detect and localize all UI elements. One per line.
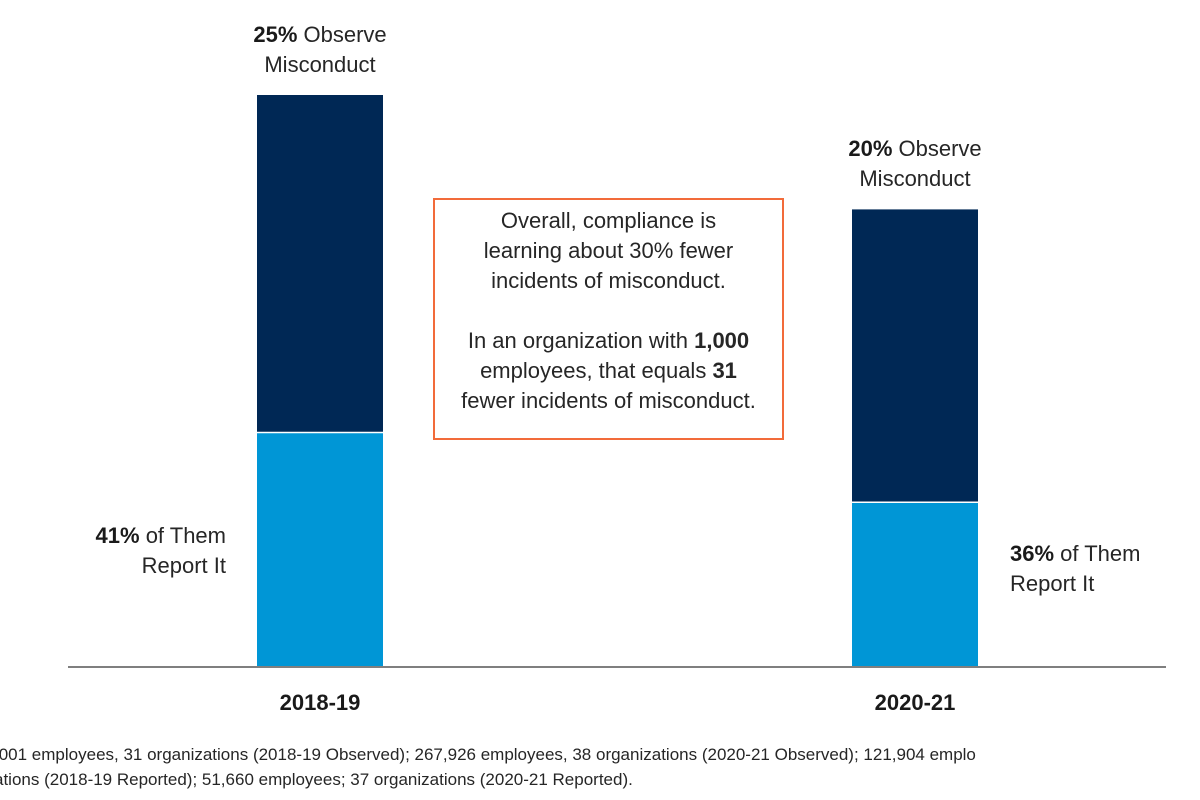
callout-line-6: fewer incidents of misconduct. <box>461 388 756 413</box>
callout-line-4-text: In an organization with <box>467 328 695 353</box>
callout-paragraph-1: Overall, compliance is learning about 30… <box>435 206 782 296</box>
footnote-line-1: ,001 employees, 31 organizations (2018-1… <box>0 745 976 764</box>
callout-employees-count: 1,000 <box>694 328 750 353</box>
observed-pct-2018-19: 25% <box>253 22 298 47</box>
reported-label-2020-21: 36% of Them Report It <box>1010 539 1200 599</box>
reported-label-2018-19: 41% of Them Report It <box>40 521 226 581</box>
observed-label-2020-21: 20% Observe Misconduct <box>815 134 1015 194</box>
callout-line-3: incidents of misconduct. <box>491 268 726 293</box>
callout-line-1: Overall, compliance is <box>500 208 717 233</box>
observed-line2-2020-21: Misconduct <box>859 166 971 191</box>
reported-line2-2020-21: Report It <box>1010 571 1095 596</box>
callout-box: Overall, compliance is learning about 30… <box>433 198 784 440</box>
observed-text-2018-19: Observe <box>297 22 387 47</box>
bar-observed-2018-19 <box>257 95 383 433</box>
bar-reported-2020-21 <box>852 502 978 667</box>
reported-pct-2018-19: 41% <box>95 523 140 548</box>
observed-text-2020-21: Observe <box>892 136 982 161</box>
callout-paragraph-2: In an organization with 1,000 employees,… <box>435 326 782 416</box>
reported-text-2020-21: of Them <box>1054 541 1141 566</box>
reported-pct-2020-21: 36% <box>1010 541 1055 566</box>
footnote-line-2: ations (2018-19 Reported); 51,660 employ… <box>0 770 633 789</box>
bars-group <box>257 95 978 667</box>
callout-fewer-count: 31 <box>712 358 737 383</box>
reported-text-2018-19: of Them <box>139 523 226 548</box>
observed-pct-2020-21: 20% <box>848 136 893 161</box>
bar-observed-2020-21 <box>852 209 978 503</box>
bar-reported-2018-19 <box>257 432 383 667</box>
x-tick-label-2020-21: 2020-21 <box>874 690 956 715</box>
callout-line-5-text: employees, that equals <box>480 358 713 383</box>
x-tick-label-2018-19: 2018-19 <box>279 690 361 715</box>
reported-line2-2018-19: Report It <box>141 553 226 578</box>
footnote: ,001 employees, 31 organizations (2018-1… <box>0 742 1200 792</box>
observed-label-2018-19: 25% Observe Misconduct <box>220 20 420 80</box>
callout-line-2: learning about 30% fewer <box>483 238 734 263</box>
observed-line2-2018-19: Misconduct <box>264 52 376 77</box>
